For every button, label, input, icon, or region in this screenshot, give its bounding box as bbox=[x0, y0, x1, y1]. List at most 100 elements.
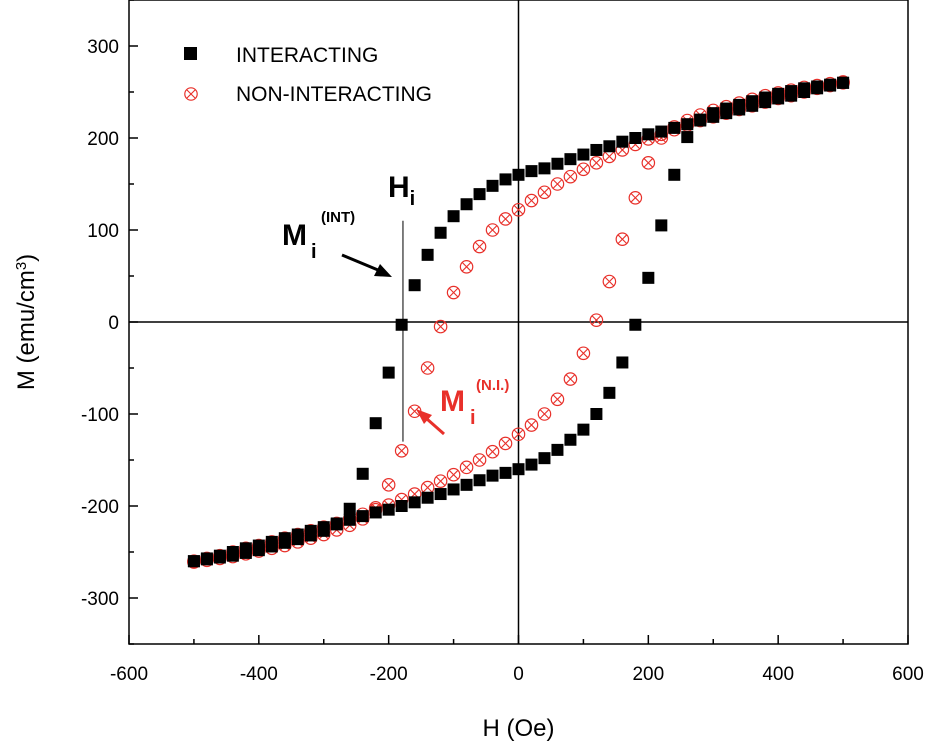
data-point bbox=[733, 98, 746, 111]
x-tick-label: -400 bbox=[240, 664, 278, 685]
data-point bbox=[486, 179, 499, 192]
data-point bbox=[538, 452, 551, 465]
data-point bbox=[811, 80, 824, 93]
data-point bbox=[837, 76, 850, 89]
data-point bbox=[382, 366, 395, 379]
data-point bbox=[447, 483, 460, 496]
annotation-mi-ni-sup: (N.I.) bbox=[476, 377, 509, 394]
data-point bbox=[369, 417, 382, 430]
data-point bbox=[239, 542, 252, 555]
data-point bbox=[655, 125, 668, 138]
data-point bbox=[459, 460, 474, 475]
data-point bbox=[524, 418, 539, 432]
data-point bbox=[589, 313, 604, 327]
data-point bbox=[511, 202, 526, 217]
y-axis-title-close: ) bbox=[13, 254, 40, 262]
data-point bbox=[668, 168, 681, 181]
data-point bbox=[395, 318, 408, 331]
y-tick-label: 0 bbox=[108, 313, 119, 334]
data-point bbox=[616, 135, 629, 148]
data-point bbox=[524, 193, 539, 208]
annotation-mi-int-sub: i bbox=[311, 241, 317, 263]
y-tick-label: 200 bbox=[87, 129, 119, 150]
x-tick-label: 0 bbox=[513, 664, 524, 685]
data-point bbox=[525, 458, 538, 471]
annotation-mi-ni: M i (N.I.) bbox=[416, 377, 509, 436]
data-point bbox=[590, 408, 603, 420]
data-point bbox=[343, 513, 356, 526]
data-point bbox=[681, 118, 694, 131]
data-point bbox=[420, 361, 435, 375]
data-point bbox=[369, 506, 382, 519]
data-point bbox=[499, 466, 512, 479]
data-point bbox=[641, 156, 656, 170]
y-tick-label: 100 bbox=[87, 221, 119, 242]
data-point bbox=[603, 386, 616, 399]
data-point bbox=[720, 102, 733, 115]
annotation-mi-int-arrowhead bbox=[374, 264, 392, 277]
legend-label-interacting: INTERACTING bbox=[236, 44, 378, 67]
data-point bbox=[603, 140, 616, 153]
data-point bbox=[499, 173, 512, 186]
data-point bbox=[602, 274, 617, 289]
data-point bbox=[460, 478, 473, 491]
data-point bbox=[537, 185, 552, 200]
annotation-hi-sub: i bbox=[410, 188, 416, 210]
y-tick-label: -300 bbox=[81, 589, 119, 610]
data-point bbox=[785, 85, 798, 98]
data-point bbox=[551, 443, 564, 456]
series-interacting bbox=[187, 76, 850, 568]
data-point bbox=[395, 500, 408, 512]
data-point bbox=[459, 259, 474, 274]
legend-label-non-interacting: NON-INTERACTING bbox=[236, 83, 432, 106]
data-point bbox=[551, 157, 564, 170]
x-tick-label: 600 bbox=[892, 664, 924, 685]
data-point bbox=[512, 168, 525, 181]
data-point bbox=[655, 219, 668, 232]
data-point bbox=[681, 131, 694, 144]
data-point bbox=[694, 113, 707, 126]
data-point bbox=[629, 318, 642, 331]
data-point bbox=[187, 555, 200, 568]
data-point bbox=[317, 521, 330, 534]
annotation-hi-main: H bbox=[388, 171, 410, 204]
data-point bbox=[577, 423, 590, 436]
data-point bbox=[772, 87, 785, 100]
data-point bbox=[707, 107, 720, 120]
x-tick-label: 200 bbox=[632, 664, 664, 685]
data-point bbox=[511, 427, 526, 442]
legend-marker-non-interacting bbox=[184, 87, 198, 101]
x-axis-title: H (Oe) bbox=[483, 715, 555, 742]
data-point bbox=[421, 248, 434, 261]
data-point bbox=[421, 491, 434, 504]
y-tick-label: -100 bbox=[81, 405, 119, 426]
data-point bbox=[291, 528, 304, 541]
x-tick-labels: -600 -400 -200 0 200 400 600 bbox=[110, 664, 924, 685]
data-point bbox=[408, 496, 421, 509]
data-point bbox=[759, 91, 772, 104]
data-point bbox=[746, 95, 759, 108]
data-point bbox=[564, 153, 577, 166]
y-axis-title-sup: 3 bbox=[13, 262, 30, 270]
data-point bbox=[472, 239, 487, 254]
annotation-mi-int: M i (INT) bbox=[282, 209, 392, 277]
data-point bbox=[473, 474, 486, 487]
data-point bbox=[382, 503, 395, 516]
data-point bbox=[498, 212, 513, 226]
series-layer bbox=[187, 75, 850, 569]
legend: INTERACTING NON-INTERACTING bbox=[184, 44, 432, 106]
data-point bbox=[473, 188, 486, 201]
data-point bbox=[628, 191, 643, 205]
annotation-hi: Hi bbox=[388, 171, 415, 210]
data-point bbox=[485, 444, 500, 459]
data-point bbox=[472, 453, 487, 467]
data-point bbox=[668, 121, 681, 134]
y-axis-title: M (emu/cm3) bbox=[13, 254, 41, 390]
data-point bbox=[563, 169, 578, 184]
data-point bbox=[550, 392, 565, 407]
axis-ticks bbox=[128, 0, 909, 645]
annotation-mi-int-main: M bbox=[282, 219, 307, 252]
data-point bbox=[486, 469, 499, 482]
data-point bbox=[356, 467, 369, 480]
